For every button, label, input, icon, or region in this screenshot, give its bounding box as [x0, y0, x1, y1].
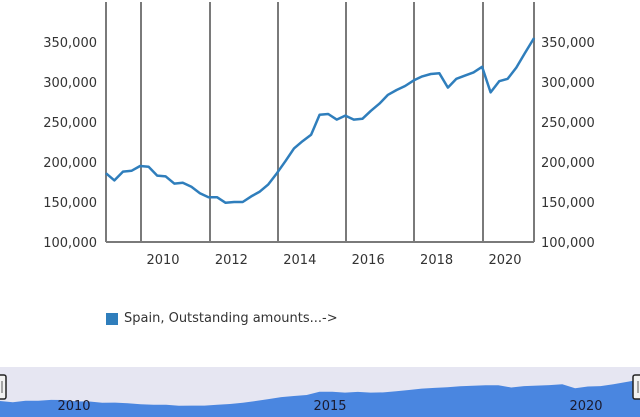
navigator-handle-left[interactable]: [0, 374, 7, 400]
svg-text:2010: 2010: [57, 399, 90, 414]
legend-label: Spain, Outstanding amounts...->: [124, 311, 338, 326]
svg-text:100,000: 100,000: [541, 236, 595, 251]
legend-item-spain[interactable]: Spain, Outstanding amounts...->: [106, 311, 338, 326]
svg-text:250,000: 250,000: [541, 116, 595, 131]
svg-text:2012: 2012: [215, 253, 248, 268]
svg-text:300,000: 300,000: [541, 76, 595, 91]
svg-text:250,000: 250,000: [43, 116, 97, 131]
main-chart: 100,000 150,000 200,000 250,000 300,000 350,0…: [43, 2, 595, 268]
navigator-axis: 2010 2015 2020: [57, 399, 602, 414]
svg-text:200,000: 200,000: [541, 156, 595, 171]
navigator-handle-right[interactable]: [632, 374, 640, 400]
legend-swatch-icon: [106, 312, 118, 325]
svg-text:2016: 2016: [352, 253, 385, 268]
svg-text:150,000: 150,000: [541, 196, 595, 211]
y-axis-left: 100,000 150,000 200,000 250,000 300,000 350,0…: [43, 36, 97, 251]
navigator-series-area: [0, 379, 640, 417]
svg-text:200,000: 200,000: [43, 156, 97, 171]
svg-text:2020: 2020: [488, 253, 521, 268]
svg-text:2018: 2018: [420, 253, 453, 268]
vertical-gridlines: [105, 2, 535, 242]
svg-text:2020: 2020: [569, 399, 602, 414]
y-axis-right: 100,000 150,000 200,000 250,000 300,000 350,0…: [541, 36, 595, 251]
svg-text:2010: 2010: [146, 253, 179, 268]
svg-text:150,000: 150,000: [43, 196, 97, 211]
svg-text:350,000: 350,000: [43, 36, 97, 51]
navigator[interactable]: 2010 2015 2020: [0, 367, 640, 417]
svg-text:2015: 2015: [313, 399, 346, 414]
svg-text:300,000: 300,000: [43, 76, 97, 91]
series-line-spain[interactable]: [105, 37, 536, 205]
svg-text:350,000: 350,000: [541, 36, 595, 51]
svg-text:2014: 2014: [283, 253, 316, 268]
svg-text:100,000: 100,000: [43, 236, 97, 251]
x-axis: 2010 2012 2014 2016 2018 2020: [146, 253, 521, 268]
